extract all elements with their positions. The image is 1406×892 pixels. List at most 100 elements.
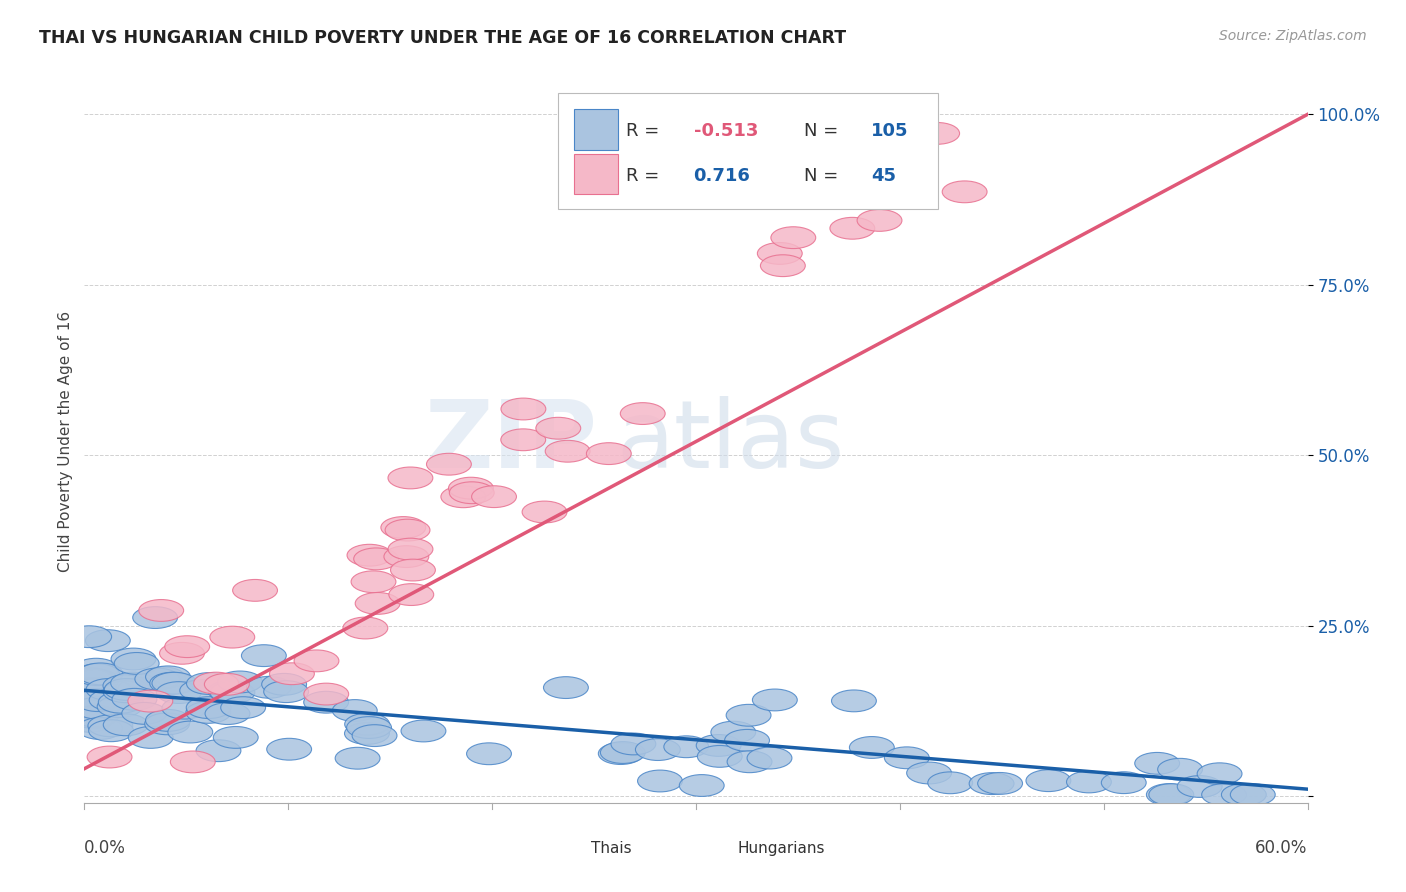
Ellipse shape — [66, 626, 111, 648]
Ellipse shape — [75, 690, 120, 712]
Ellipse shape — [118, 678, 163, 699]
Ellipse shape — [1146, 784, 1191, 805]
Ellipse shape — [752, 689, 797, 711]
Ellipse shape — [546, 441, 591, 462]
Ellipse shape — [356, 592, 401, 615]
Ellipse shape — [72, 679, 117, 700]
Ellipse shape — [758, 243, 803, 264]
Ellipse shape — [388, 467, 433, 489]
Ellipse shape — [186, 701, 231, 723]
Ellipse shape — [103, 681, 148, 703]
Ellipse shape — [1135, 753, 1180, 774]
Ellipse shape — [89, 720, 134, 741]
Ellipse shape — [75, 698, 120, 719]
Ellipse shape — [128, 690, 173, 712]
Text: R =: R = — [626, 168, 665, 186]
Ellipse shape — [264, 681, 308, 703]
Ellipse shape — [139, 599, 184, 622]
Ellipse shape — [104, 679, 149, 700]
FancyBboxPatch shape — [574, 109, 617, 150]
Ellipse shape — [180, 680, 225, 701]
Ellipse shape — [711, 722, 756, 743]
Ellipse shape — [426, 453, 471, 475]
Ellipse shape — [204, 673, 249, 695]
Ellipse shape — [441, 486, 485, 508]
Ellipse shape — [501, 429, 546, 450]
Ellipse shape — [304, 691, 349, 713]
Ellipse shape — [343, 617, 388, 639]
Ellipse shape — [977, 772, 1022, 794]
Ellipse shape — [170, 751, 215, 772]
Ellipse shape — [725, 705, 770, 726]
Ellipse shape — [122, 703, 167, 724]
Ellipse shape — [770, 227, 815, 249]
Ellipse shape — [128, 726, 173, 748]
Ellipse shape — [1149, 784, 1194, 805]
Ellipse shape — [1177, 776, 1222, 797]
Ellipse shape — [152, 673, 197, 694]
Ellipse shape — [679, 774, 724, 797]
Ellipse shape — [103, 674, 148, 697]
Ellipse shape — [849, 737, 894, 758]
Text: Hungarians: Hungarians — [738, 841, 825, 855]
Text: THAI VS HUNGARIAN CHILD POVERTY UNDER THE AGE OF 16 CORRELATION CHART: THAI VS HUNGARIAN CHILD POVERTY UNDER TH… — [39, 29, 846, 46]
Ellipse shape — [942, 181, 987, 202]
Ellipse shape — [536, 417, 581, 439]
Ellipse shape — [1026, 770, 1071, 791]
Ellipse shape — [167, 721, 212, 743]
Ellipse shape — [209, 681, 254, 704]
Ellipse shape — [103, 714, 148, 736]
Ellipse shape — [73, 658, 118, 680]
Ellipse shape — [1101, 772, 1146, 794]
Ellipse shape — [67, 710, 112, 732]
Ellipse shape — [159, 642, 204, 665]
Ellipse shape — [612, 733, 655, 755]
Ellipse shape — [450, 482, 494, 504]
Ellipse shape — [385, 519, 430, 541]
Ellipse shape — [1230, 784, 1275, 805]
Ellipse shape — [969, 772, 1014, 795]
Ellipse shape — [727, 751, 772, 772]
Text: 60.0%: 60.0% — [1256, 838, 1308, 857]
Ellipse shape — [600, 741, 645, 764]
Ellipse shape — [86, 630, 131, 651]
Ellipse shape — [332, 699, 377, 722]
Ellipse shape — [186, 697, 231, 719]
Ellipse shape — [205, 703, 250, 724]
Ellipse shape — [599, 743, 643, 764]
Ellipse shape — [232, 580, 277, 601]
Ellipse shape — [112, 689, 157, 710]
Text: 45: 45 — [870, 168, 896, 186]
Ellipse shape — [67, 669, 112, 690]
Ellipse shape — [208, 681, 253, 702]
Ellipse shape — [221, 697, 266, 719]
Ellipse shape — [381, 516, 426, 539]
Ellipse shape — [761, 255, 806, 277]
Ellipse shape — [1157, 758, 1202, 780]
Ellipse shape — [262, 673, 307, 695]
Ellipse shape — [388, 538, 433, 560]
Ellipse shape — [209, 626, 254, 648]
Text: Thais: Thais — [591, 841, 631, 855]
Ellipse shape — [75, 664, 120, 686]
Text: 0.716: 0.716 — [693, 168, 751, 186]
Ellipse shape — [884, 747, 929, 769]
Ellipse shape — [344, 723, 389, 744]
FancyBboxPatch shape — [699, 835, 733, 863]
Ellipse shape — [246, 676, 291, 698]
Ellipse shape — [87, 746, 132, 768]
Ellipse shape — [352, 571, 396, 592]
Ellipse shape — [195, 739, 240, 762]
Ellipse shape — [1067, 771, 1111, 793]
Ellipse shape — [384, 546, 429, 567]
Ellipse shape — [146, 709, 190, 731]
Ellipse shape — [69, 668, 114, 690]
Ellipse shape — [522, 501, 567, 523]
Ellipse shape — [72, 678, 117, 699]
Ellipse shape — [304, 683, 349, 705]
Ellipse shape — [97, 696, 142, 717]
Ellipse shape — [218, 671, 263, 693]
Ellipse shape — [89, 690, 134, 711]
Ellipse shape — [344, 714, 389, 735]
Ellipse shape — [73, 706, 118, 727]
